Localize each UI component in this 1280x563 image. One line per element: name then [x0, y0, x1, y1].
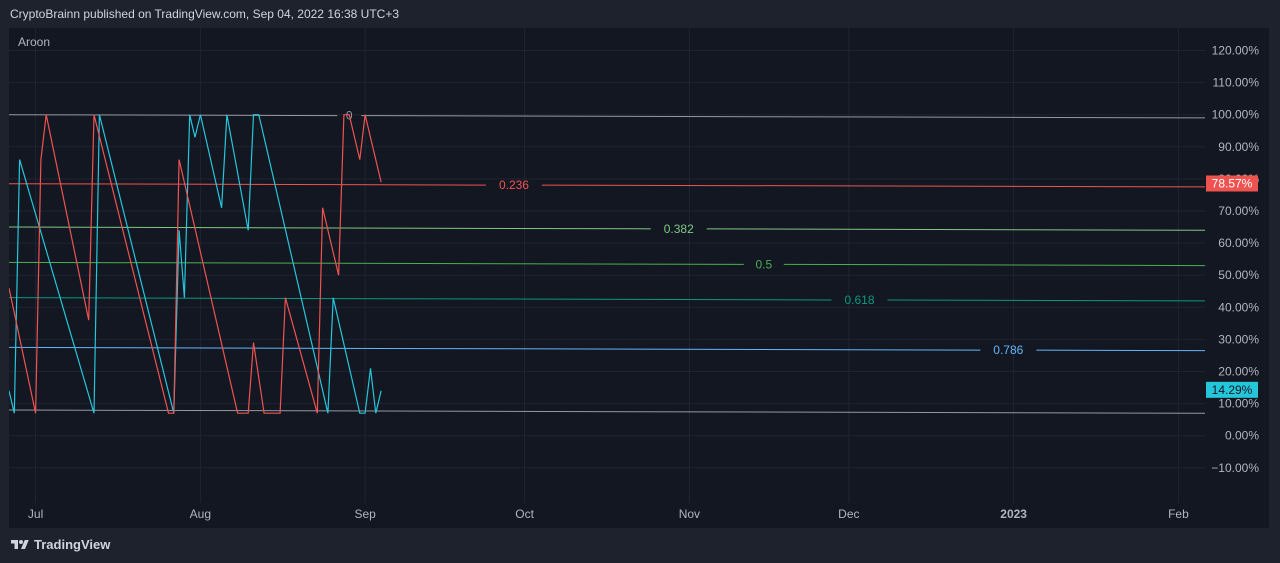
x-tick-label: Dec — [838, 507, 859, 521]
fib-line — [541, 184, 1206, 188]
last-value-label: 78.57% — [1212, 176, 1253, 190]
x-tick-label: Sep — [354, 507, 376, 521]
y-tick-label: 60.00% — [1218, 236, 1259, 250]
fib-line — [9, 114, 338, 117]
fib-line — [9, 183, 486, 186]
fib-level-label: 0.382 — [664, 222, 694, 236]
fib-line — [361, 115, 1206, 119]
fib-line — [887, 299, 1206, 302]
y-tick-label: 50.00% — [1218, 268, 1259, 282]
fib-line — [9, 409, 1206, 414]
fib-line — [9, 261, 744, 265]
last-value-label: 14.29% — [1212, 383, 1253, 397]
last-value-badge — [1206, 175, 1258, 192]
y-tick-label: 40.00% — [1218, 300, 1259, 314]
x-tick-label: Jul — [28, 507, 43, 521]
fib-line — [1036, 349, 1206, 352]
x-tick-label: Aug — [190, 507, 211, 521]
y-tick-label: 10.00% — [1218, 397, 1259, 411]
x-tick-label: 2023 — [1000, 507, 1027, 521]
tradingview-brand: TradingView — [34, 537, 111, 552]
chart-frame: 120.00%110.00%100.00%90.00%80.00%70.00%6… — [9, 28, 1269, 528]
y-tick-label: 110.00% — [1213, 76, 1260, 90]
fib-line — [783, 263, 1206, 267]
x-tick-label: Feb — [1168, 507, 1189, 521]
fib-level-label: 0.236 — [499, 178, 529, 192]
y-tick-label: 90.00% — [1218, 140, 1259, 154]
y-tick-label: 120.00% — [1212, 44, 1260, 58]
y-tick-label: 100.00% — [1212, 108, 1260, 122]
fib-line — [9, 226, 651, 230]
x-tick-label: Oct — [515, 507, 534, 521]
y-tick-label: 0.00% — [1225, 429, 1259, 443]
fib-level-label: 0.618 — [844, 293, 874, 307]
y-tick-label: 20.00% — [1218, 365, 1259, 379]
fib-line — [9, 346, 981, 351]
aroon-up-line — [9, 114, 382, 414]
indicator-name: Aroon — [18, 35, 51, 49]
aroon-chart[interactable]: 120.00%110.00%100.00%90.00%80.00%70.00%6… — [9, 28, 1269, 528]
fib-line — [9, 297, 832, 301]
y-tick-label: 30.00% — [1218, 332, 1259, 346]
publisher-header: CryptoBrainn published on TradingView.co… — [10, 7, 400, 21]
y-tick-label: −10.00% — [1211, 461, 1259, 475]
tradingview-logo-icon — [11, 539, 29, 549]
x-tick-label: Nov — [679, 507, 700, 521]
fib-line — [706, 228, 1206, 231]
aroon-down-line — [9, 114, 382, 414]
fib-level-label: 0.786 — [993, 343, 1023, 357]
tradingview-footer[interactable]: TradingView — [10, 537, 110, 552]
fib-level-label: 0.5 — [755, 257, 772, 271]
y-tick-label: 70.00% — [1218, 204, 1259, 218]
last-value-badge — [1206, 381, 1258, 398]
